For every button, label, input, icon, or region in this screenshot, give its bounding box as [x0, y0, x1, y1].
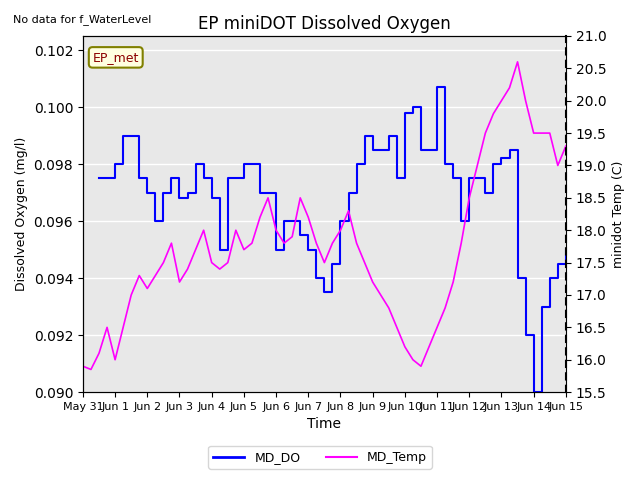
- X-axis label: Time: Time: [307, 418, 341, 432]
- Legend: MD_DO, MD_Temp: MD_DO, MD_Temp: [208, 446, 432, 469]
- Text: No data for f_WaterLevel: No data for f_WaterLevel: [13, 14, 151, 25]
- Text: EP_met: EP_met: [93, 51, 139, 64]
- Title: EP miniDOT Dissolved Oxygen: EP miniDOT Dissolved Oxygen: [198, 15, 451, 33]
- Y-axis label: Dissolved Oxygen (mg/l): Dissolved Oxygen (mg/l): [15, 137, 28, 291]
- Y-axis label: minidot Temp (C): minidot Temp (C): [612, 160, 625, 268]
